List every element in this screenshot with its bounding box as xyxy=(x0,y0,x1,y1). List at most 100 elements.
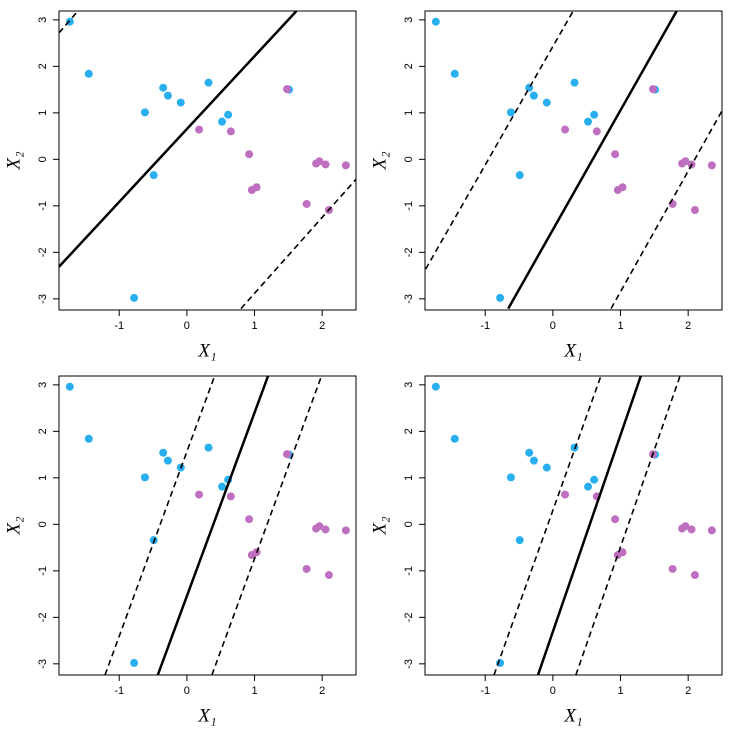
point xyxy=(245,515,254,524)
x-tick-label: -1 xyxy=(480,320,490,332)
point xyxy=(690,571,699,580)
x-tick-label: -1 xyxy=(480,685,490,697)
point xyxy=(506,108,515,117)
y-tick-label: -3 xyxy=(403,294,415,304)
y-tick-label: 2 xyxy=(403,63,415,69)
point xyxy=(590,110,599,119)
point xyxy=(252,183,261,192)
point xyxy=(163,456,172,465)
x-tick-label: 1 xyxy=(251,685,257,697)
point xyxy=(681,522,690,531)
y-tick-label: 1 xyxy=(37,110,49,116)
point xyxy=(140,108,149,117)
point xyxy=(321,160,330,169)
x-axis-label: X₁ xyxy=(197,705,216,726)
plot-area xyxy=(65,376,350,675)
x-tick-label: 0 xyxy=(550,685,556,697)
y-tick-label: -1 xyxy=(403,566,415,576)
point xyxy=(496,658,505,667)
point xyxy=(496,293,505,302)
point xyxy=(204,443,213,452)
y-tick-label: 2 xyxy=(37,428,49,434)
point xyxy=(450,69,459,78)
separating-line xyxy=(536,376,642,675)
point xyxy=(282,450,291,459)
plot-frame xyxy=(58,10,357,311)
separating-line xyxy=(575,376,681,675)
separating-line xyxy=(240,178,356,310)
point xyxy=(584,117,593,126)
separating-line xyxy=(425,11,574,270)
point xyxy=(159,448,168,457)
separating-line xyxy=(59,11,79,34)
x-axis-label: X₁ xyxy=(197,340,216,361)
separating-line xyxy=(493,376,602,675)
point xyxy=(218,482,227,491)
x-tick-label: 2 xyxy=(685,320,691,332)
point xyxy=(561,490,570,499)
y-tick-label: 2 xyxy=(403,428,415,434)
y-tick-label: 3 xyxy=(403,17,415,23)
separating-line xyxy=(59,11,298,268)
point xyxy=(302,199,311,208)
point xyxy=(570,78,579,87)
point xyxy=(611,515,620,524)
y-tick-label: -3 xyxy=(37,294,49,304)
point xyxy=(149,171,158,180)
point xyxy=(618,183,627,192)
y-tick-label: -2 xyxy=(37,612,49,622)
point xyxy=(611,150,620,159)
x-tick-label: 2 xyxy=(685,685,691,697)
separating-line xyxy=(211,376,323,675)
x-tick-label: 2 xyxy=(319,685,325,697)
x-tick-label: -1 xyxy=(114,685,124,697)
point xyxy=(561,125,570,134)
panel: -1 0 1 2 -3 -2 -1 0 1 2 3 X₁ X₂ xyxy=(369,375,723,726)
plot-frame xyxy=(424,10,723,311)
y-axis-label: X₂ xyxy=(369,516,390,536)
point xyxy=(224,110,233,119)
point xyxy=(681,157,690,166)
x-tick-label: 0 xyxy=(550,320,556,332)
point xyxy=(592,127,601,136)
y-tick-label: 2 xyxy=(37,63,49,69)
x-tick-label: 1 xyxy=(251,320,257,332)
point xyxy=(515,171,524,180)
separating-line xyxy=(156,376,270,675)
y-tick-label: -2 xyxy=(403,612,415,622)
point xyxy=(648,85,657,94)
point xyxy=(506,473,515,482)
point xyxy=(341,526,350,535)
point xyxy=(84,69,93,78)
y-tick-label: 0 xyxy=(37,156,49,162)
x-tick-label: 1 xyxy=(617,685,623,697)
point xyxy=(542,463,551,472)
y-tick-label: 1 xyxy=(403,475,415,481)
point xyxy=(450,434,459,443)
y-tick-label: 3 xyxy=(37,17,49,23)
y-tick-label: 3 xyxy=(37,382,49,388)
separating-line xyxy=(610,109,722,309)
point xyxy=(321,525,330,534)
point xyxy=(542,98,551,107)
point xyxy=(525,448,534,457)
y-tick-label: -1 xyxy=(37,566,49,576)
point xyxy=(707,526,716,535)
y-tick-label: -3 xyxy=(403,659,415,669)
point xyxy=(130,293,139,302)
y-tick-label: 3 xyxy=(403,382,415,388)
point xyxy=(65,382,74,391)
y-axis-label: X₂ xyxy=(3,151,24,171)
y-tick-label: -3 xyxy=(37,659,49,669)
point xyxy=(431,382,440,391)
separating-line xyxy=(104,376,216,675)
x-axis-label: X₁ xyxy=(563,340,582,361)
point xyxy=(130,658,139,667)
point xyxy=(315,522,324,531)
plot-frame xyxy=(424,375,723,676)
point xyxy=(163,91,172,100)
y-axis-label: X₂ xyxy=(3,516,24,536)
point xyxy=(195,490,204,499)
y-tick-label: 0 xyxy=(403,156,415,162)
y-tick-label: -2 xyxy=(37,247,49,257)
